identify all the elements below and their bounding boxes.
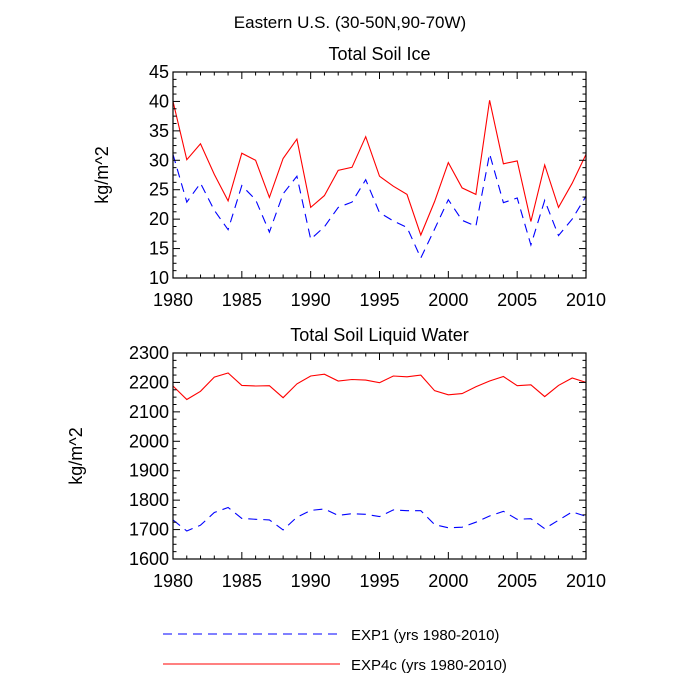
x-tick-label: 2000 [428,571,468,591]
x-tick-label: 2005 [497,571,537,591]
plot-frame [172,352,587,560]
legend-label-exp1: EXP1 (yrs 1980-2010) [351,627,499,644]
y-tick-label: 1700 [129,520,169,540]
x-tick-label: 1985 [222,290,262,310]
chart-title: Total Soil Ice [328,44,430,64]
x-tick-label: 2010 [566,571,606,591]
chart-total-soil-liquid-water: 1980 1985 1990 1995 2000 2005 2010 1600 1700 1800… [66,325,606,591]
series-line-exp1 [172,506,587,532]
y-tick-label: 1600 [129,549,169,569]
x-tick-label: 1990 [291,290,331,310]
x-tick-label: 1980 [153,571,193,591]
y-tick-label: 10 [149,268,169,288]
x-tick-label: 1990 [291,571,331,591]
series-line-exp4c [172,372,587,401]
y-axis-label: kg/m^2 [92,146,112,203]
chart-title: Total Soil Liquid Water [290,325,468,345]
figure-suptitle: Eastern U.S. (30-50N,90-70W) [234,13,466,32]
y-tick-label: 2200 [129,372,169,392]
y-tick-label: 2000 [129,431,169,451]
y-tick-label: 25 [149,180,169,200]
y-tick-label: 2100 [129,402,169,422]
series-line-exp1 [172,153,587,260]
chart-total-soil-ice: 1980 1985 1990 1995 2000 2005 2010101520253035… [92,44,606,310]
y-tick-label: 2300 [129,343,169,363]
y-tick-label: 1900 [129,461,169,481]
x-tick-label: 1985 [222,571,262,591]
y-tick-label: 20 [149,209,169,229]
y-tick-label: 1800 [129,490,169,510]
y-tick-label: 45 [149,62,169,82]
x-tick-label: 1995 [359,571,399,591]
y-tick-label: 35 [149,121,169,141]
y-tick-label: 30 [149,150,169,170]
x-tick-label: 1995 [359,290,399,310]
x-tick-label: 1980 [153,290,193,310]
y-tick-label: 40 [149,91,169,111]
legend: EXP1 (yrs 1980-2010) EXP4c (yrs 1980-201… [163,627,507,674]
series-line-exp4c [172,100,587,237]
x-tick-label: 2010 [566,290,606,310]
x-tick-label: 2005 [497,290,537,310]
x-tick-label: 2000 [428,290,468,310]
y-axis-label: kg/m^2 [66,427,86,484]
y-tick-label: 15 [149,239,169,259]
legend-label-exp4c: EXP4c (yrs 1980-2010) [351,657,507,674]
